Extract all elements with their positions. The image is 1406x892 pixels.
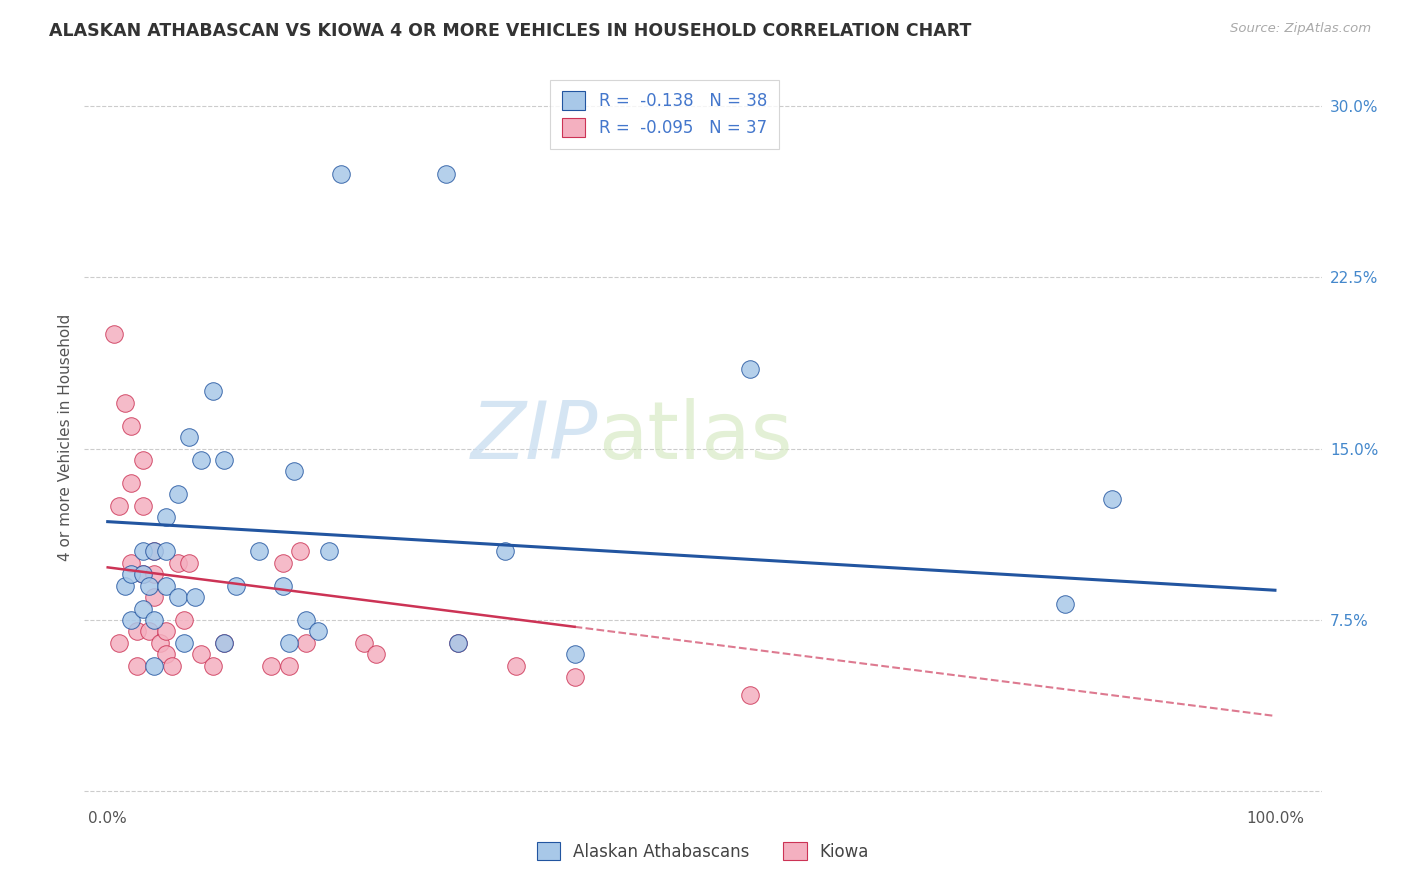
- Point: [143, 567, 166, 582]
- Point: [166, 590, 188, 604]
- Point: [173, 636, 195, 650]
- Legend: Alaskan Athabascans, Kiowa: Alaskan Athabascans, Kiowa: [530, 836, 876, 868]
- Point: [318, 544, 340, 558]
- Point: [330, 167, 353, 181]
- Point: [155, 647, 177, 661]
- Point: [179, 556, 201, 570]
- Point: [260, 658, 283, 673]
- Point: [132, 499, 155, 513]
- Point: [564, 647, 586, 661]
- Point: [132, 567, 155, 582]
- Point: [155, 510, 177, 524]
- Point: [271, 579, 294, 593]
- Point: [132, 567, 155, 582]
- Point: [173, 613, 195, 627]
- Point: [214, 453, 236, 467]
- Point: [290, 544, 312, 558]
- Point: [138, 624, 160, 639]
- Point: [738, 689, 761, 703]
- Point: [155, 544, 177, 558]
- Point: [283, 464, 305, 478]
- Point: [366, 647, 388, 661]
- Point: [190, 647, 212, 661]
- Point: [108, 636, 131, 650]
- Point: [114, 396, 136, 410]
- Point: [143, 544, 166, 558]
- Point: [143, 590, 166, 604]
- Point: [103, 327, 125, 342]
- Point: [120, 567, 142, 582]
- Point: [149, 636, 172, 650]
- Text: atlas: atlas: [598, 398, 792, 476]
- Point: [179, 430, 201, 444]
- Point: [125, 658, 148, 673]
- Point: [184, 590, 207, 604]
- Point: [132, 601, 155, 615]
- Point: [201, 384, 224, 399]
- Point: [494, 544, 516, 558]
- Point: [295, 636, 318, 650]
- Point: [125, 624, 148, 639]
- Point: [249, 544, 271, 558]
- Point: [447, 636, 470, 650]
- Point: [114, 579, 136, 593]
- Point: [353, 636, 375, 650]
- Point: [132, 453, 155, 467]
- Point: [160, 658, 183, 673]
- Point: [132, 544, 155, 558]
- Point: [190, 453, 212, 467]
- Point: [108, 499, 131, 513]
- Point: [138, 579, 160, 593]
- Point: [564, 670, 586, 684]
- Point: [1101, 491, 1123, 506]
- Point: [120, 418, 142, 433]
- Point: [143, 658, 166, 673]
- Text: ZIP: ZIP: [471, 398, 598, 476]
- Point: [201, 658, 224, 673]
- Text: ALASKAN ATHABASCAN VS KIOWA 4 OR MORE VEHICLES IN HOUSEHOLD CORRELATION CHART: ALASKAN ATHABASCAN VS KIOWA 4 OR MORE VE…: [49, 22, 972, 40]
- Point: [277, 658, 299, 673]
- Point: [214, 636, 236, 650]
- Point: [434, 167, 457, 181]
- Point: [155, 579, 177, 593]
- Point: [738, 361, 761, 376]
- Point: [447, 636, 470, 650]
- Point: [1053, 597, 1076, 611]
- Point: [155, 624, 177, 639]
- Y-axis label: 4 or more Vehicles in Household: 4 or more Vehicles in Household: [58, 313, 73, 561]
- Point: [277, 636, 299, 650]
- Point: [120, 475, 142, 490]
- Point: [166, 487, 188, 501]
- Point: [271, 556, 294, 570]
- Point: [143, 544, 166, 558]
- Point: [143, 613, 166, 627]
- Point: [307, 624, 329, 639]
- Point: [505, 658, 527, 673]
- Point: [166, 556, 188, 570]
- Point: [225, 579, 247, 593]
- Text: Source: ZipAtlas.com: Source: ZipAtlas.com: [1230, 22, 1371, 36]
- Point: [295, 613, 318, 627]
- Point: [120, 613, 142, 627]
- Point: [214, 636, 236, 650]
- Point: [120, 556, 142, 570]
